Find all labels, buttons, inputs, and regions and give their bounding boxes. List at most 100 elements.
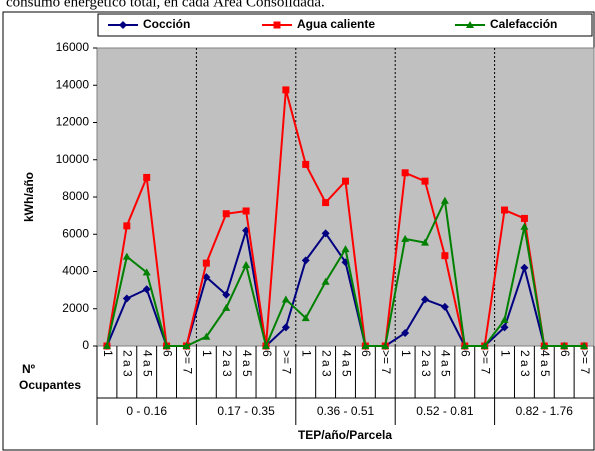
x-tick-label: 1 [399, 350, 413, 357]
marker [119, 21, 127, 29]
y-axis-title: kWh/año [22, 172, 36, 222]
x-tick-label: 4 a 5 [339, 350, 353, 377]
marker [441, 252, 449, 260]
marker [162, 342, 171, 349]
marker [222, 290, 231, 299]
x-tick-label: >= 7 [379, 350, 393, 374]
legend-label: Agua caliente [297, 17, 375, 31]
y-tick-label: 12000 [56, 115, 90, 129]
category-axis-title: Nº Ocupantes [19, 362, 81, 392]
x-tick-label: 4 a 5 [538, 350, 552, 377]
marker [122, 294, 131, 303]
marker [273, 21, 281, 29]
marker [466, 21, 474, 28]
caption: consumo energético total, en cada Área C… [6, 0, 325, 10]
marker [301, 256, 310, 265]
marker [342, 177, 349, 185]
marker [123, 222, 131, 230]
y-tick-label: 0 [82, 338, 89, 352]
marker [202, 259, 210, 267]
marker [520, 263, 529, 272]
x-tick-label: 4 a 5 [439, 350, 453, 377]
x-tick-label: >= 7 [180, 350, 194, 374]
marker [460, 342, 469, 349]
group-label: 0.36 - 0.51 [317, 404, 375, 418]
group-label: 0 - 0.16 [126, 404, 167, 418]
marker [222, 210, 230, 218]
marker [520, 222, 529, 230]
y-tick-label: 4000 [62, 264, 89, 278]
x-tick-label: 4 a 5 [240, 350, 254, 377]
marker [401, 328, 410, 337]
x-tick-label: 2 a 3 [319, 350, 333, 377]
marker [222, 303, 231, 311]
x-tick-label: >= 7 [280, 350, 294, 374]
marker [361, 342, 370, 349]
y-tick-label: 8000 [62, 189, 89, 203]
marker [321, 229, 330, 238]
marker [341, 245, 350, 253]
x-tick-label: 2 a 3 [121, 350, 135, 377]
marker [301, 314, 310, 322]
x-tick-label: >= 7 [478, 350, 492, 374]
marker [440, 302, 449, 311]
marker [281, 295, 290, 303]
marker [242, 260, 251, 268]
marker [421, 295, 430, 304]
legend-label: Calefacción [490, 17, 557, 31]
x-tick-label: 6 [160, 350, 174, 357]
marker [580, 342, 589, 349]
y-tick-label: 10000 [56, 152, 90, 166]
legend-label: Cocción [143, 17, 190, 31]
marker [480, 342, 489, 349]
marker [421, 177, 429, 185]
marker [381, 342, 390, 349]
marker [142, 285, 151, 294]
x-tick-label: 1 [300, 350, 314, 357]
marker [302, 160, 310, 168]
marker [202, 332, 211, 340]
marker [321, 277, 330, 285]
marker [142, 268, 151, 276]
x-tick-label: 2 a 3 [518, 350, 532, 377]
marker [401, 169, 409, 177]
marker [261, 342, 270, 349]
marker [182, 342, 191, 349]
marker [500, 315, 509, 323]
group-label: 0.52 - 0.81 [416, 404, 474, 418]
x-tick-label: >= 7 [578, 350, 592, 374]
y-tick-label: 14000 [56, 77, 90, 91]
x-axis-title: TEP/año/Parcela [298, 428, 392, 442]
x-tick-label: 2 a 3 [419, 350, 433, 377]
marker [520, 214, 528, 222]
marker [421, 238, 430, 246]
y-tick-label: 2000 [62, 301, 89, 315]
plot-area [96, 47, 595, 347]
marker [401, 234, 410, 242]
x-tick-label: 1 [101, 350, 115, 357]
x-tick-label: 6 [558, 350, 572, 357]
marker [500, 323, 509, 332]
marker [282, 86, 290, 94]
group-label: 0.82 - 1.76 [516, 404, 574, 418]
x-tick-label: 6 [359, 350, 373, 357]
marker [540, 342, 549, 349]
marker [281, 323, 290, 332]
marker [560, 342, 569, 349]
group-label: 0.17 - 0.35 [217, 404, 275, 418]
marker [143, 173, 151, 181]
marker [322, 199, 330, 207]
x-tick-label: 6 [459, 350, 473, 357]
x-tick-label: 2 a 3 [220, 350, 234, 377]
y-tick-label: 16000 [56, 40, 90, 54]
x-tick-label: 6 [260, 350, 274, 357]
marker [102, 342, 111, 349]
x-tick-label: 1 [200, 350, 214, 357]
x-tick-label: 1 [498, 350, 512, 357]
marker [242, 207, 250, 215]
marker [122, 252, 131, 260]
marker [501, 206, 509, 214]
y-tick-label: 6000 [62, 226, 89, 240]
marker [440, 196, 449, 204]
